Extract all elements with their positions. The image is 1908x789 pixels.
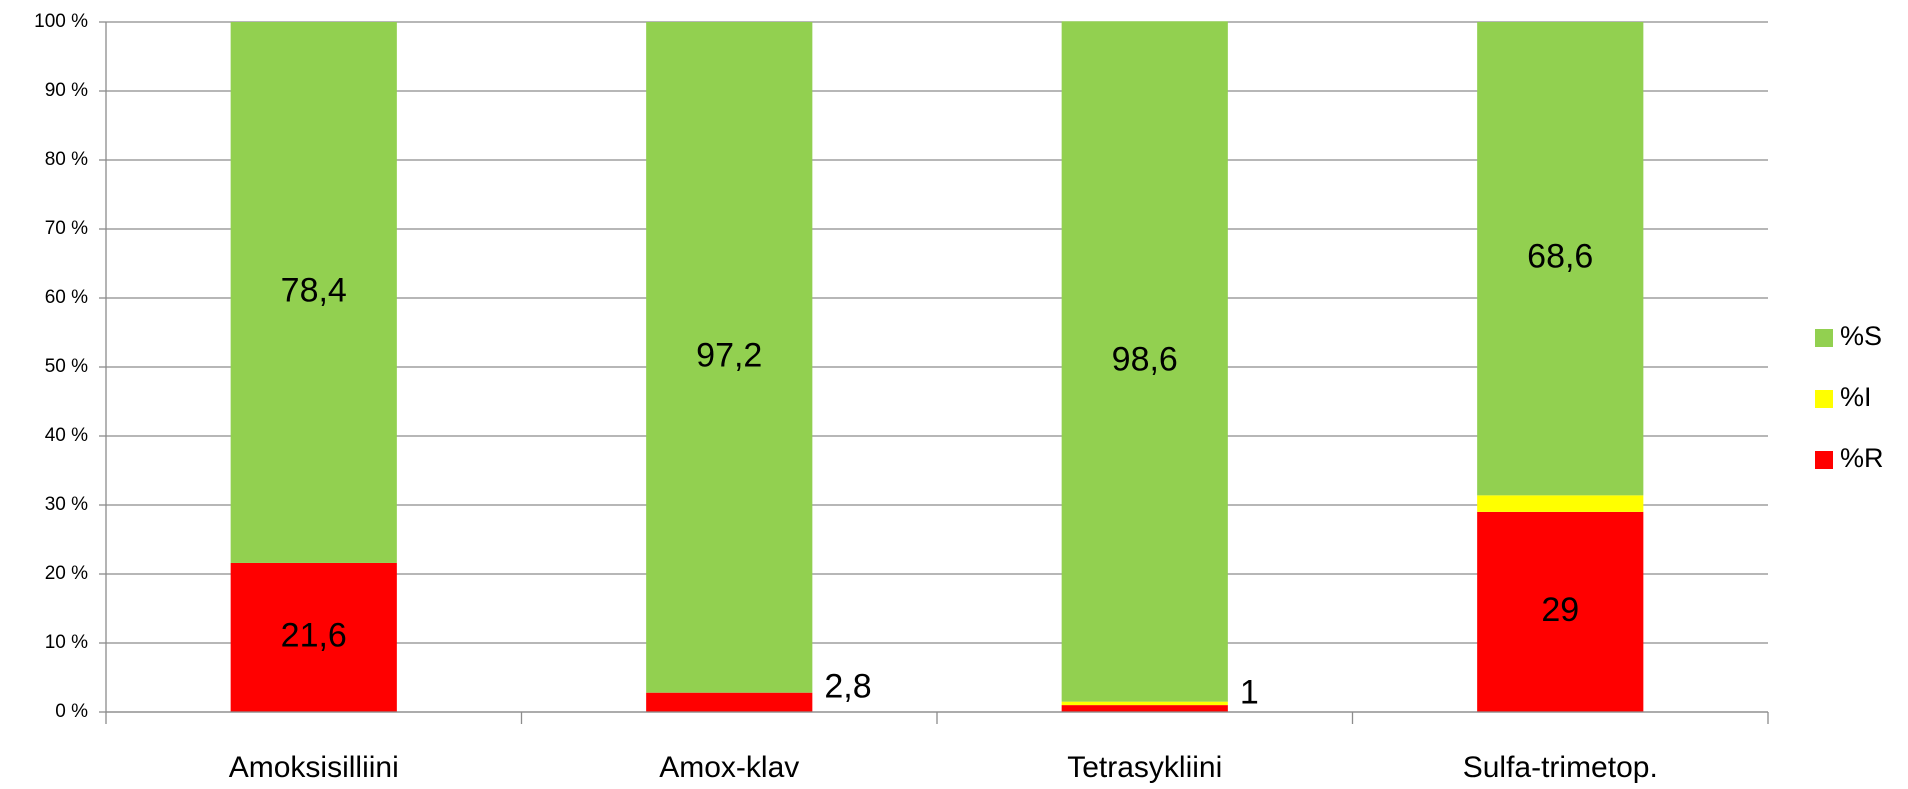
data-label: 97,2 [696,336,762,374]
x-tick-label: Tetrasykliini [1067,751,1222,784]
bar-segment [1061,21,1228,702]
bar-segment [1477,495,1644,512]
data-label: 1 [1240,674,1259,712]
legend-swatch [1815,451,1833,469]
data-label: 98,6 [1112,340,1178,378]
legend-label: %R [1840,443,1884,473]
y-tick-label: 50 % [45,356,88,377]
y-tick-label: 30 % [45,494,88,515]
y-tick-label: 70 % [45,218,88,239]
bar-segment [1061,705,1228,712]
y-tick-label: 60 % [45,287,88,308]
legend-label: %S [1840,321,1882,351]
legend-swatch [1815,329,1833,347]
y-tick-label: 100 % [34,11,88,32]
y-tick-label: 40 % [45,425,88,446]
bar-segment [646,22,813,693]
legend-label: %I [1840,382,1872,412]
data-label: 68,6 [1527,238,1593,276]
y-tick-label: 80 % [45,149,88,170]
x-tick-label: Amox-klav [659,751,799,784]
bar-segment [230,562,397,712]
legend-swatch [1815,390,1833,408]
x-tick-label: Sulfa-trimetop. [1463,751,1658,784]
data-label: 21,6 [281,616,347,654]
data-label: 29 [1541,591,1579,629]
data-label: 2,8 [824,667,871,705]
bar-segment [646,692,813,712]
y-tick-label: 0 % [55,701,88,722]
bar-segment [1061,701,1228,706]
bar-segment [1477,511,1644,712]
data-label: 78,4 [281,271,347,309]
bar-segment [230,22,397,563]
y-tick-label: 10 % [45,632,88,653]
bar-segment [1477,22,1644,496]
x-tick-label: Amoksisilliini [229,751,399,784]
y-tick-label: 20 % [45,563,88,584]
y-tick-label: 90 % [45,80,88,101]
